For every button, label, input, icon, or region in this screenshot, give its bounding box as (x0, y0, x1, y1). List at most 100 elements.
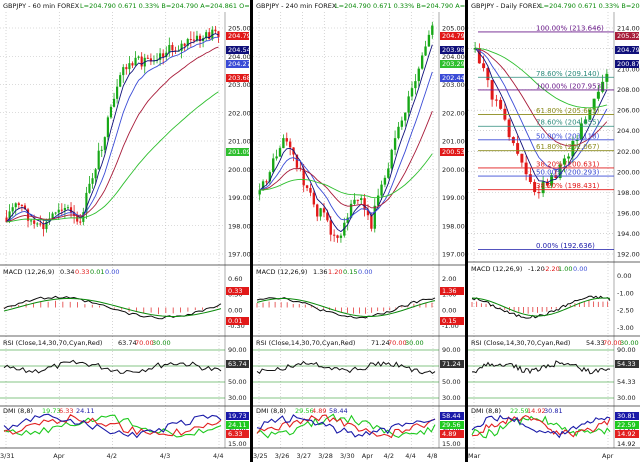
candle-body (14, 203, 17, 208)
rsi-value: 30.00 (405, 339, 424, 347)
macd-value: 0.34 (60, 268, 74, 276)
candle-body (165, 52, 168, 57)
price-badge-label: 200.538 (442, 148, 465, 156)
candle-body (94, 169, 97, 179)
x-tick-label: 4/2 (107, 452, 117, 460)
y-tick-label: 204.000 (442, 53, 465, 61)
price-badge (440, 46, 464, 54)
y-tick-label: 204.000 (617, 127, 640, 135)
x-tick-label: 4/4 (405, 452, 415, 460)
chart-panel-daily[interactable]: 214.000212.000210.000208.000206.000204.0… (468, 0, 640, 462)
macd-badge (226, 317, 249, 325)
y-tick-label: 200.000 (617, 168, 640, 176)
fib-level-label: 61.80% (202.067) (536, 143, 600, 151)
dmi-line (256, 414, 436, 438)
candle-body (473, 48, 477, 50)
rsi-badge-label: 63.74 (228, 360, 247, 368)
rsi-tick: 50.00 (442, 378, 461, 386)
price-marks: 205.324 204.790 200.876 100.00% (213.646) 78… (473, 24, 640, 250)
macd-value: 0.00 (105, 268, 119, 276)
macd-label: MACD (12,26,9) (3, 268, 54, 276)
dmi-badge-label: 4.89 (442, 430, 456, 438)
candle-body (265, 181, 268, 183)
candle-body (390, 149, 393, 169)
chart-panel-240min[interactable]: 205.000 204.000 203.000 202.000 201.000 200.0… (253, 0, 465, 462)
candle-body (85, 192, 88, 213)
candle-body (288, 141, 292, 148)
candle-body (427, 34, 431, 47)
candle-body (278, 148, 282, 157)
candle-body (567, 156, 571, 159)
candle-body (336, 235, 339, 238)
price-badge-label: 203.298 (442, 60, 465, 68)
moving-average-line (259, 111, 433, 209)
quote-line: L=204.790 0.671 0.33% B=204... (540, 2, 640, 10)
y-tick-label: 202.000 (617, 148, 640, 156)
price-badge-label: 201.090 (228, 148, 252, 156)
macd-badge (440, 317, 464, 325)
rsi-tick: 54.33 (617, 378, 636, 386)
candle-body (63, 207, 66, 211)
symbol-title: GBPJPY - Daily FOREX (471, 2, 542, 10)
y-tick-label: 198.000 (228, 222, 252, 230)
candle-body (42, 223, 45, 230)
candle-body (363, 198, 366, 210)
candle-body (312, 192, 316, 205)
candle-body (309, 187, 312, 193)
x-tick-label: Mar (468, 452, 481, 460)
candle-body (8, 211, 11, 222)
x-tick-label: 4/3 (160, 452, 170, 460)
indicator-panes: MACD (12,26,9)1.361.200.150.002.001.000.… (253, 268, 464, 448)
rsi-label: RSI (Close,14,30,70,Cyan,Red) (3, 339, 102, 347)
candle-body (424, 46, 427, 56)
price-badge (615, 46, 639, 54)
candle-body (366, 209, 370, 216)
candle-body (400, 120, 404, 127)
candle-body (140, 56, 143, 67)
dmi-value: 29.56 (295, 407, 314, 415)
quote-line: L=204.790 0.671 0.33% B=204.790 A=20 (335, 2, 465, 10)
dmi-badge-label: 24.11 (228, 421, 247, 429)
rsi-tick: 50.00 (228, 378, 247, 386)
candle-body (23, 205, 27, 210)
macd-badge-label: 0.01 (228, 317, 242, 325)
candle-body (171, 44, 174, 51)
candle-body (146, 57, 149, 59)
y-tick-label: 202.000 (442, 109, 465, 117)
candle-body (383, 177, 387, 185)
y-tick-label: 197.000 (442, 251, 465, 259)
rsi-value: 70.00 (603, 339, 622, 347)
price-badge (615, 32, 639, 40)
y-tick-label: 205.000 (442, 25, 465, 33)
chart-canvas[interactable]: 205.000 204.000 203.000 202.000 201.000 200.0… (0, 0, 252, 462)
candle-body (214, 29, 217, 32)
dmi-badge (440, 412, 464, 420)
candle-body (537, 192, 541, 194)
panel-separator[interactable] (465, 0, 468, 462)
candle-body (26, 209, 30, 221)
macd-badge-label: 0.33 (228, 287, 242, 295)
y-tick-label: 199.000 (228, 194, 252, 202)
chart-canvas[interactable]: 205.000 204.000 203.000 202.000 201.000 200.0… (253, 0, 465, 462)
rsi-badge-label: 71.24 (442, 360, 461, 368)
macd-value: 1.20 (328, 268, 342, 276)
price-badge (226, 148, 249, 156)
candle-body (349, 203, 353, 218)
candle-body (36, 223, 39, 225)
rsi-tick: 30.00 (442, 394, 461, 402)
panel-separator[interactable] (250, 0, 253, 462)
x-tick-label: 3/31 (0, 452, 15, 460)
candle-body (11, 207, 14, 212)
x-tick-label: 4/8 (427, 452, 437, 460)
rsi-tick: 30.00 (617, 394, 636, 402)
chart-panel-60min[interactable]: 205.000 204.000 203.000 202.000 201.000 200.0… (0, 0, 252, 462)
candle-body (605, 73, 609, 82)
macd-tick: 2.00 (442, 275, 456, 283)
moving-average-line (474, 47, 608, 184)
candle-body (258, 190, 261, 195)
chart-canvas[interactable]: 214.000212.000210.000208.000206.000204.0… (468, 0, 640, 462)
dmi-label: DMI (8,8) (3, 407, 33, 415)
candle-body (319, 208, 322, 217)
y-tick-label: 201.000 (442, 138, 465, 146)
